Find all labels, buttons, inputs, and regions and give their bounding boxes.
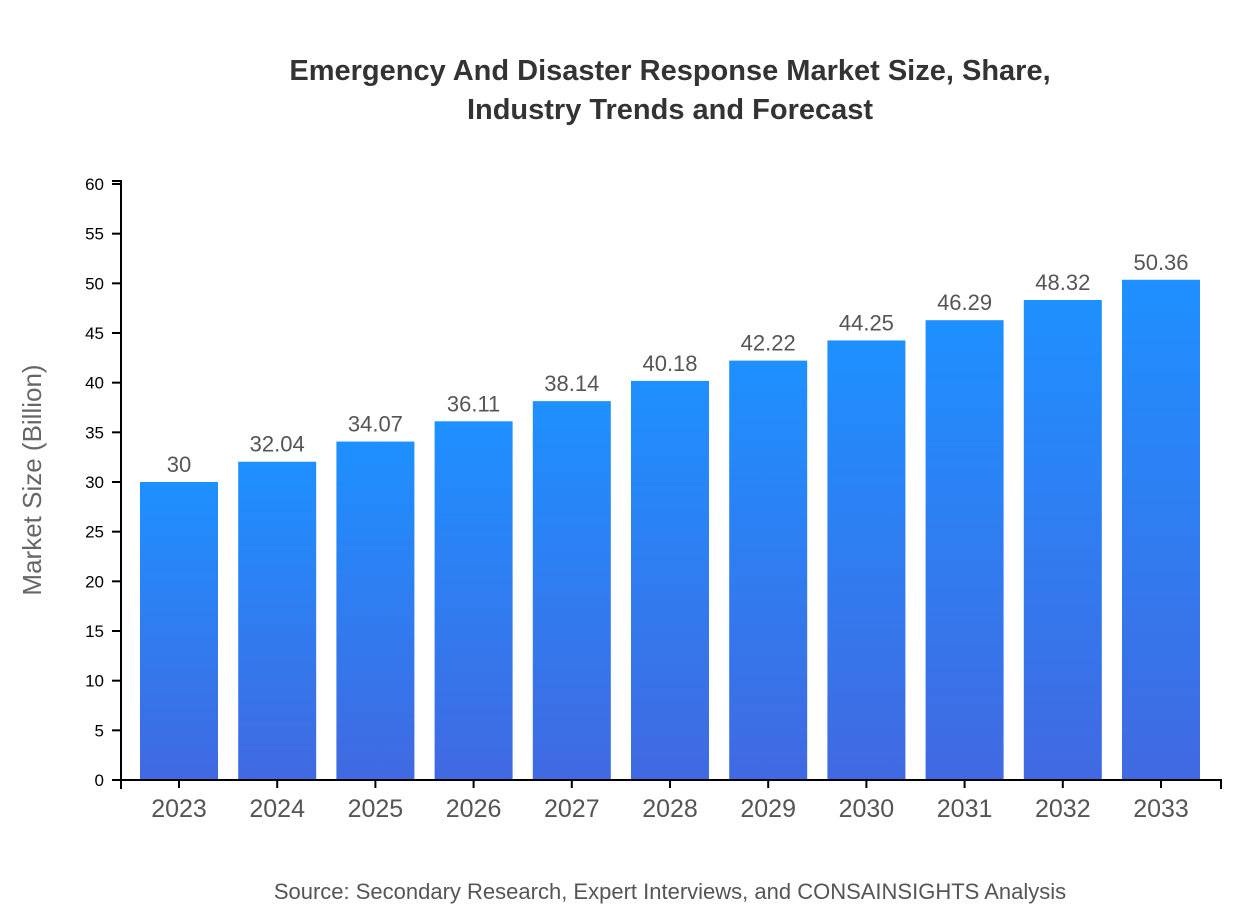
bar-2023 xyxy=(140,482,218,780)
y-tick-label: 15 xyxy=(85,622,104,641)
y-tick-label: 35 xyxy=(85,423,104,442)
bar-2026 xyxy=(434,421,513,780)
x-tick-label: 2030 xyxy=(839,795,895,823)
bar-2029 xyxy=(729,360,808,780)
x-tick-label: 2031 xyxy=(937,795,993,823)
bar-2031 xyxy=(925,320,1004,780)
data-label-2030: 44.25 xyxy=(839,310,894,335)
bar-2024 xyxy=(238,461,317,780)
x-tick-label: 2032 xyxy=(1035,795,1091,823)
y-tick-label: 50 xyxy=(85,274,104,293)
data-label-2023: 30 xyxy=(167,452,191,477)
x-axis-line xyxy=(120,779,1222,789)
data-label-2027: 38.14 xyxy=(544,371,599,396)
data-label-2031: 46.29 xyxy=(937,290,992,315)
y-axis-label: Market Size (Billion) xyxy=(17,364,47,595)
x-axis: 2023 2024 2025 2026 2027 2028 2029 2030 2031 2032… xyxy=(120,779,1222,823)
x-tick-label: 2026 xyxy=(446,795,502,823)
x-tick-label: 2033 xyxy=(1133,795,1189,823)
x-tick-label: 2024 xyxy=(249,795,305,823)
x-tick-label: 2027 xyxy=(544,795,600,823)
y-axis-line xyxy=(112,180,122,781)
y-tick-label: 5 xyxy=(95,721,104,740)
y-axis: 0 5 10 15 20 25 30 35 40 45 50 55 60 xyxy=(85,175,122,790)
bar-2032 xyxy=(1023,300,1102,780)
x-tick-label: 2029 xyxy=(740,795,796,823)
data-label-2025: 34.07 xyxy=(348,412,403,437)
y-tick-label: 60 xyxy=(85,175,104,194)
bar-2033 xyxy=(1122,279,1200,780)
chart-title-line-1: Emergency And Disaster Response Market S… xyxy=(289,55,1050,87)
y-tick-label: 45 xyxy=(85,324,104,343)
y-tick-label: 55 xyxy=(85,225,104,244)
bar-2027 xyxy=(532,401,611,780)
y-tick-label: 25 xyxy=(85,523,104,542)
x-tick-label: 2028 xyxy=(642,795,698,823)
y-tick-label: 40 xyxy=(85,374,104,393)
y-tick-label: 0 xyxy=(95,771,104,790)
data-label-2024: 32.04 xyxy=(250,432,305,457)
x-tick-label: 2023 xyxy=(151,795,207,823)
data-label-2029: 42.22 xyxy=(741,331,796,356)
bar-2030 xyxy=(827,340,906,780)
y-tick-label: 30 xyxy=(85,473,104,492)
data-label-2026: 36.11 xyxy=(447,391,500,416)
bar-2025 xyxy=(336,441,415,780)
x-tick-label: 2025 xyxy=(348,795,404,823)
bar-2028 xyxy=(631,380,709,780)
y-tick-label: 10 xyxy=(85,672,104,691)
bars: 30 32.04 34.07 36.11 38.14 40.18 42.22 44.25 46.… xyxy=(140,250,1200,780)
chart-title-line-2: Industry Trends and Forecast xyxy=(467,94,873,126)
data-label-2028: 40.18 xyxy=(642,351,697,376)
source-note: Source: Secondary Research, Expert Inter… xyxy=(274,879,1066,904)
data-label-2033: 50.36 xyxy=(1133,250,1188,275)
data-label-2032: 48.32 xyxy=(1035,270,1090,295)
y-tick-label: 20 xyxy=(85,572,104,591)
